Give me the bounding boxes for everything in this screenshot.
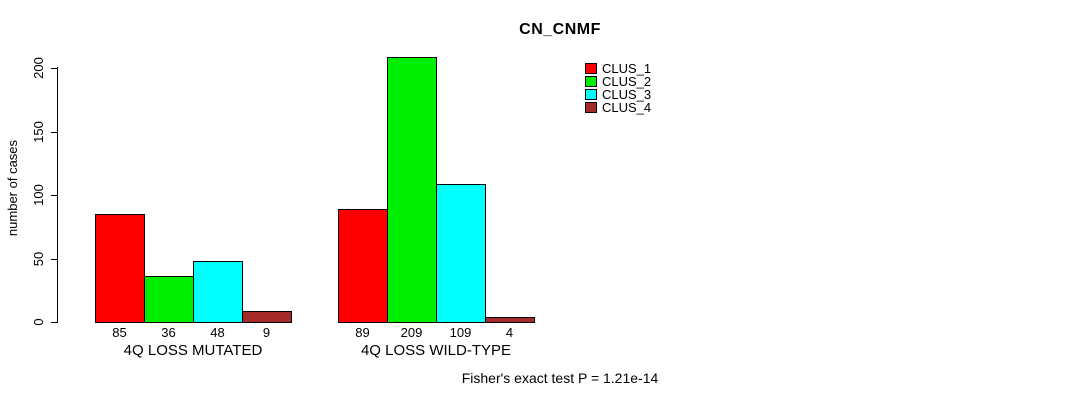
y-axis-title: number of cases [5,139,20,237]
y-tick-label: 200 [31,57,46,79]
legend-label: CLUS_3 [602,87,652,102]
bar-value-label: 89 [355,325,370,340]
y-axis-line [57,67,58,323]
legend-item-clus_3: CLUS_3 [585,88,651,101]
bar-value-label: 4 [505,325,514,340]
legend-label: CLUS_1 [602,61,652,76]
fisher-test-annotation: Fisher's exact test P = 1.21e-14 [461,370,659,386]
category-label: 4Q LOSS WILD-TYPE [360,342,512,359]
y-tick-mark [51,132,57,133]
bar-value-label: 36 [161,325,176,340]
bar-value-label: 48 [210,325,225,340]
y-tick-label: 100 [31,184,46,206]
bar-clus_1-2 [338,209,388,323]
bar-clus_4-2 [485,317,535,323]
legend-swatch-icon [585,102,597,113]
legend-item-clus_1: CLUS_1 [585,62,651,75]
chart-title: CN_CNMF [519,21,601,38]
bar-clus_1-1 [95,214,145,323]
y-tick-mark [51,322,57,323]
bar-clus_3-2 [436,184,486,323]
bar-value-label: 209 [400,325,423,340]
legend-swatch-icon [585,76,597,87]
bar-value-label: 109 [449,325,472,340]
legend-swatch-icon [585,63,597,74]
bar-clus_3-1 [193,261,243,323]
y-tick-mark [51,259,57,260]
legend-item-clus_2: CLUS_2 [585,75,651,88]
legend-swatch-icon [585,89,597,100]
legend: CLUS_1 CLUS_2 CLUS_3 CLUS_4 [585,62,651,114]
legend-label: CLUS_2 [602,74,652,89]
y-tick-mark [51,68,57,69]
bar-clus_4-1 [242,311,292,323]
y-tick-label: 150 [31,121,46,143]
y-tick-label: 50 [31,251,46,267]
y-tick-mark [51,195,57,196]
category-label: 4Q LOSS MUTATED [123,342,263,359]
bar-clus_2-2 [387,57,437,323]
bar-value-label: 9 [262,325,271,340]
legend-item-clus_4: CLUS_4 [585,101,651,114]
bar-clus_2-1 [144,276,194,323]
bar-value-label: 85 [112,325,127,340]
legend-label: CLUS_4 [602,100,652,115]
y-tick-label: 0 [31,318,46,326]
